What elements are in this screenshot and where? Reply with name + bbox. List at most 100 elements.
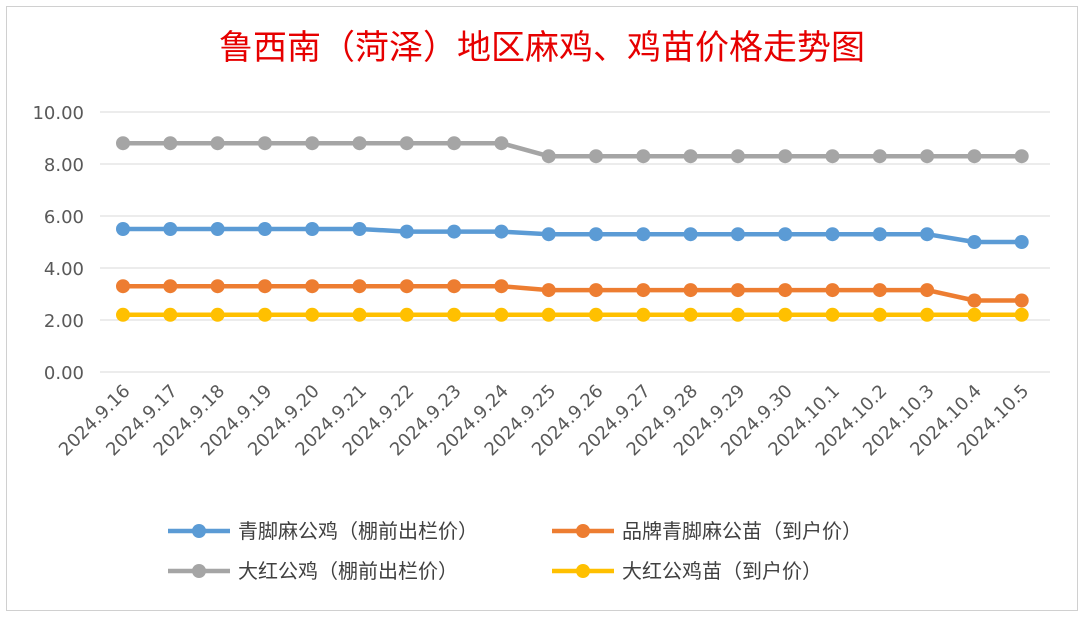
series-1 [116, 279, 1029, 308]
data-point [305, 279, 320, 294]
data-point [920, 227, 935, 242]
data-point [163, 136, 178, 151]
x-axis-ticks: 2024.9.162024.9.172024.9.182024.9.192024… [55, 381, 1033, 461]
data-point [967, 307, 982, 322]
y-tick-label: 10.00 [32, 103, 84, 124]
data-point [872, 283, 887, 298]
data-point [116, 279, 130, 294]
data-point [210, 279, 225, 294]
legend-label: 品牌青脚麻公苗（到户价） [622, 519, 862, 543]
data-point [541, 307, 556, 322]
data-point [683, 283, 698, 298]
data-point [589, 307, 603, 322]
data-point [163, 279, 178, 294]
data-point [399, 224, 414, 239]
data-point [920, 149, 935, 164]
data-point [257, 307, 272, 322]
data-point [825, 149, 840, 164]
data-point [967, 293, 982, 308]
data-point [920, 307, 935, 322]
data-point [872, 149, 887, 164]
data-point [399, 307, 414, 322]
data-point [1014, 293, 1029, 308]
data-point [636, 149, 651, 164]
data-point [872, 227, 887, 242]
data-point [116, 136, 130, 151]
data-point [778, 307, 793, 322]
legend-item: 青脚麻公鸡（棚前出栏价） [168, 519, 478, 543]
legend-swatch-marker [576, 564, 590, 578]
data-point [730, 307, 745, 322]
series-line [123, 140, 1022, 159]
gridlines [100, 111, 1050, 373]
y-axis-ticks: 0.00 2.00 4.00 6.00 8.00 10.00 [32, 103, 84, 384]
data-point [257, 136, 272, 151]
data-point [494, 279, 509, 294]
data-point [494, 136, 509, 151]
data-point [683, 149, 698, 164]
data-point [778, 227, 793, 242]
data-point [636, 283, 651, 298]
data-point [494, 224, 509, 239]
data-point [1014, 307, 1029, 322]
series-group [116, 136, 1029, 322]
series-3 [116, 307, 1029, 322]
data-point [778, 149, 793, 164]
data-point [305, 307, 320, 322]
data-point [541, 227, 556, 242]
y-tick-label: 8.00 [44, 155, 84, 176]
data-point [825, 227, 840, 242]
series-0 [116, 222, 1029, 249]
legend-swatch-marker [192, 524, 206, 538]
chart-title: 鲁西南（菏泽）地区麻鸡、鸡苗价格走势图 [219, 28, 865, 68]
data-point [116, 222, 130, 236]
data-point [778, 283, 793, 298]
data-point [352, 136, 367, 151]
data-point [305, 136, 320, 151]
data-point [352, 307, 367, 322]
y-tick-label: 0.00 [44, 363, 84, 384]
data-point [1014, 149, 1029, 164]
data-point [399, 279, 414, 294]
data-point [541, 283, 556, 298]
y-tick-label: 6.00 [44, 207, 84, 228]
data-point [352, 279, 367, 294]
data-point [352, 222, 367, 236]
data-point [730, 149, 745, 164]
data-point [825, 283, 840, 298]
data-point [636, 307, 651, 322]
data-point [305, 222, 320, 236]
legend-item: 大红公鸡苗（到户价） [552, 559, 822, 583]
legend-swatch-marker [576, 524, 590, 538]
data-point [683, 307, 698, 322]
data-point [967, 149, 982, 164]
data-point [163, 222, 178, 236]
legend-label: 青脚麻公鸡（棚前出栏价） [238, 519, 478, 543]
legend-swatch-marker [192, 564, 206, 578]
data-point [730, 283, 745, 298]
legend-item: 大红公鸡（棚前出栏价） [168, 559, 458, 583]
data-point [447, 279, 462, 294]
data-point [683, 227, 698, 242]
data-point [494, 307, 509, 322]
legend-label: 大红公鸡（棚前出栏价） [238, 559, 458, 583]
data-point [730, 227, 745, 242]
data-point [447, 136, 462, 151]
data-point [163, 307, 178, 322]
data-point [1014, 235, 1029, 249]
data-point [872, 307, 887, 322]
data-point [399, 136, 414, 151]
data-point [541, 149, 556, 164]
data-point [210, 222, 225, 236]
data-point [825, 307, 840, 322]
series-line [123, 226, 1022, 245]
data-point [920, 283, 935, 298]
y-tick-label: 4.00 [44, 259, 84, 280]
data-point [589, 149, 603, 164]
data-point [257, 222, 272, 236]
series-line [123, 283, 1022, 303]
data-point [116, 307, 130, 322]
legend: 青脚麻公鸡（棚前出栏价） 品牌青脚麻公苗（到户价） 大红公鸡（棚前出栏价） 大红公鸡苗… [168, 519, 862, 583]
data-point [967, 235, 982, 249]
